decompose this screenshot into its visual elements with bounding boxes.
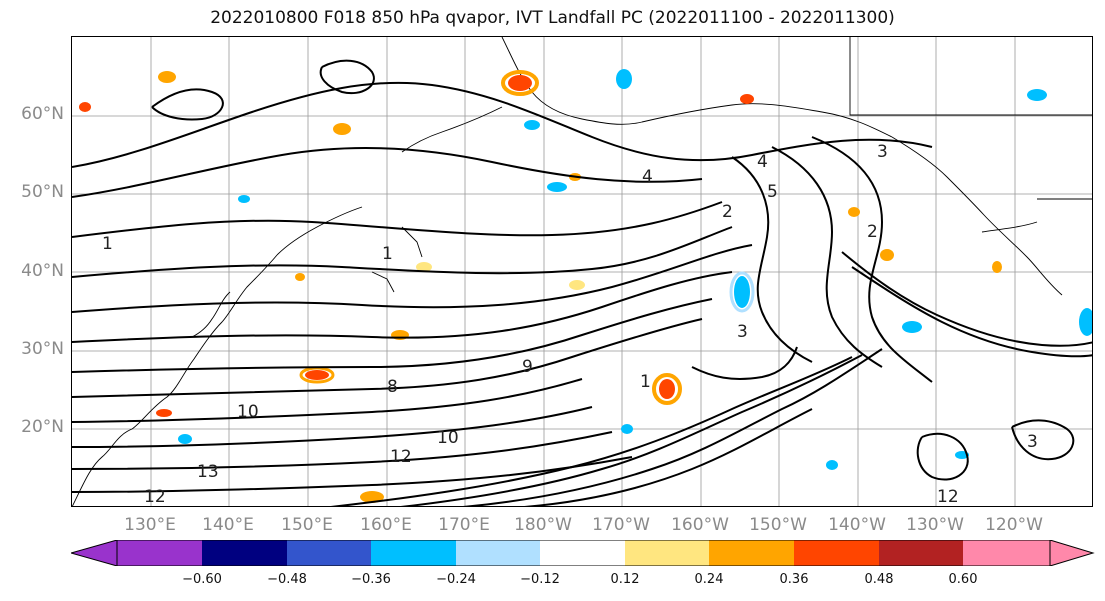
lon-label-180w: 180°W — [514, 515, 572, 535]
colorbar-tick: −0.48 — [267, 572, 307, 587]
contour-label: 12 — [390, 447, 412, 467]
colorbar-segment — [117, 540, 202, 566]
lon-label-140e: 140°E — [202, 515, 254, 535]
contour-label: 12 — [144, 487, 166, 507]
lon-label-130e: 130°E — [124, 515, 176, 535]
lat-label-30n: 30°N — [21, 339, 64, 359]
colorbar-tick: 0.60 — [948, 572, 978, 587]
lon-label-170e: 170°E — [438, 515, 490, 535]
colorbar — [71, 540, 1095, 566]
colorbar-tick: −0.12 — [520, 572, 560, 587]
contour-label: 5 — [767, 182, 778, 202]
colorbar-tick: 0.36 — [779, 572, 809, 587]
graticule — [72, 37, 1092, 506]
ivt-contours — [72, 59, 1092, 506]
colorbar-tick: −0.60 — [182, 572, 222, 587]
lon-label-150e: 150°E — [281, 515, 333, 535]
colorbar-tick: −0.36 — [351, 572, 391, 587]
contour-labels: 1 1 1 2 2 3 3 3 4 4 5 8 9 10 10 12 12 13… — [102, 142, 1038, 507]
contour-label: 1 — [102, 234, 113, 254]
contour-label: 4 — [642, 167, 653, 187]
colorbar-tick: 0.12 — [610, 572, 640, 587]
colorbar-segment — [540, 540, 625, 566]
colorbar-segment — [625, 540, 709, 566]
contour-label: 9 — [522, 357, 533, 377]
lon-label-170w: 170°W — [592, 515, 650, 535]
colorbar-extension-low — [71, 540, 117, 566]
colorbar-segment — [371, 540, 456, 566]
contour-label: 13 — [197, 462, 219, 482]
colorbar-segment — [709, 540, 794, 566]
coastlines — [72, 37, 1092, 506]
contour-label: 3 — [877, 142, 888, 162]
contour-label: 2 — [867, 222, 878, 242]
contour-label: 12 — [937, 487, 959, 507]
colorbar-tick: 0.24 — [694, 572, 724, 587]
contour-label: 1 — [382, 244, 393, 264]
qvapor-fill-patches — [79, 69, 1092, 503]
lat-label-20n: 20°N — [21, 417, 64, 437]
lon-label-140w: 140°W — [828, 515, 886, 535]
colorbar-segment — [202, 540, 287, 566]
lat-label-60n: 60°N — [21, 104, 64, 124]
colorbar-segment — [963, 540, 1050, 566]
colorbar-outline — [71, 540, 1095, 566]
lon-label-160w: 160°W — [671, 515, 729, 535]
contour-label: 10 — [237, 402, 259, 422]
contour-label: 8 — [387, 377, 398, 397]
lon-label-120w: 120°W — [985, 515, 1043, 535]
contour-label: 1 — [640, 372, 651, 392]
colorbar-segments — [71, 540, 1093, 566]
map-title: 2022010800 F018 850 hPa qvapor, IVT Land… — [210, 8, 895, 28]
contour-label: 2 — [722, 202, 733, 222]
lat-label-50n: 50°N — [21, 182, 64, 202]
contour-label: 4 — [757, 152, 768, 172]
contour-label: 3 — [737, 322, 748, 342]
map-panel: 1 1 1 2 2 3 3 3 4 4 5 8 9 10 10 12 12 13… — [71, 36, 1093, 507]
colorbar-segment — [287, 540, 371, 566]
contour-label: 10 — [437, 428, 459, 448]
colorbar-segment — [456, 540, 540, 566]
contour-label: 3 — [1027, 432, 1038, 452]
colorbar-segment — [879, 540, 963, 566]
colorbar-segment — [794, 540, 879, 566]
colorbar-tick: −0.24 — [436, 572, 476, 587]
map-canvas: 1 1 1 2 2 3 3 3 4 4 5 8 9 10 10 12 12 13… — [72, 37, 1092, 507]
colorbar-extension-high — [1050, 540, 1093, 566]
lon-label-150w: 150°W — [749, 515, 807, 535]
lat-label-40n: 40°N — [21, 261, 64, 281]
lon-label-160e: 160°E — [360, 515, 412, 535]
colorbar-tick: 0.48 — [864, 572, 894, 587]
lon-label-130w: 130°W — [906, 515, 964, 535]
